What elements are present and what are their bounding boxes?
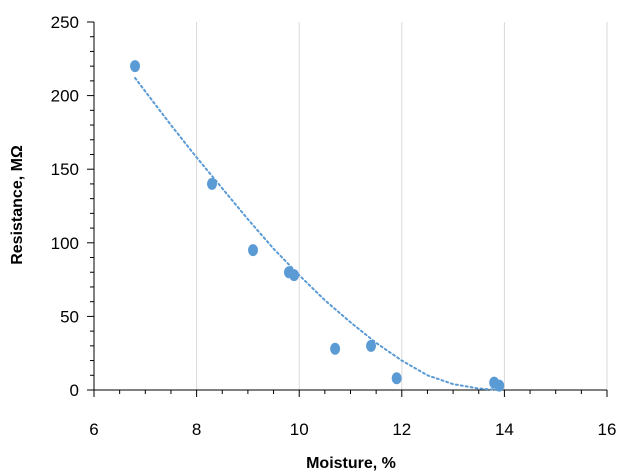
grid-layer (196, 22, 608, 390)
trendline-layer (134, 76, 501, 391)
y-tick-label: 100 (51, 234, 79, 253)
x-tick-label: 14 (495, 420, 514, 439)
data-point (391, 372, 402, 385)
y-tick-label: 200 (51, 87, 79, 106)
y-tick-label: 0 (70, 381, 79, 400)
x-tick-label: 6 (89, 420, 98, 439)
x-tick-label: 12 (392, 420, 411, 439)
data-point (366, 339, 377, 352)
y-tick-label: 50 (60, 307, 79, 326)
data-point (289, 269, 300, 282)
y-tick-label: 150 (51, 160, 79, 179)
x-tick-label: 16 (598, 420, 617, 439)
x-tick-label: 10 (290, 420, 309, 439)
data-point (130, 60, 141, 73)
axes-layer (93, 22, 607, 391)
x-tick-label: 8 (192, 420, 201, 439)
x-axis-title: Moisture, % (306, 455, 396, 472)
data-point (330, 342, 341, 355)
data-point (494, 379, 505, 392)
data-point (248, 244, 259, 257)
y-tick-label: 250 (51, 13, 79, 32)
ticks-layer: 6 8 10 12 14 16 0 50 100 150 200 250 (51, 13, 617, 439)
points-layer (130, 60, 505, 392)
data-point (206, 177, 217, 190)
trendline (134, 76, 501, 391)
y-axis-title: Resistance, MΩ (9, 145, 26, 265)
